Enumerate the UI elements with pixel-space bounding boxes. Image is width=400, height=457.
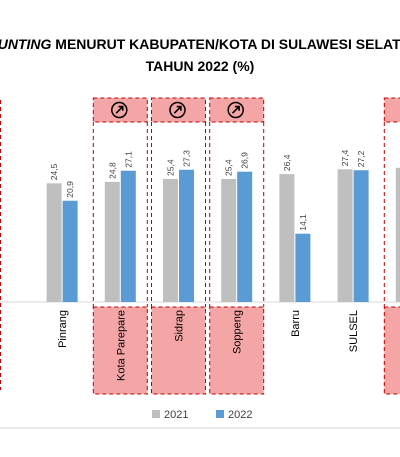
bar-2022-kota-parepare [120,170,136,302]
bar-2022-barru [295,233,311,302]
legend-swatch-2022 [216,410,224,418]
arrow-up-right-circle-icon [111,101,128,119]
data-label-2022-pinrang: 20,9 [65,181,75,198]
bar-2021-sulsel [337,169,353,302]
legend-label-2021: 2021 [164,409,188,421]
data-label-2021-kep-selayar: 27,7 [398,148,400,165]
bar-2022-sidrap [179,169,194,302]
data-label-2022-soppeng: 26,9 [240,152,250,169]
arrow-up-right-circle-icon [227,101,244,119]
bar-2021-sidrap [163,178,178,302]
data-label-2022-kota-parepare: 27,1 [123,151,133,168]
bar-2022-soppeng [237,171,253,302]
title-line-1: UNTING MENURUT KABUPATEN/KOTA DI SULAWES… [0,36,400,52]
bar-2021-kep-selayar [395,167,400,302]
highlight-label-box-sidrap [151,306,206,395]
category-label-sidrap: Sidrap [174,310,186,342]
category-label-sulsel: SULSEL [348,310,360,352]
highlight-header-kep-selayar [383,97,400,123]
category-label-soppeng: Soppeng [232,310,244,354]
bar-2021-kota-parepare [104,181,120,302]
category-label-barru: Barru [290,310,302,337]
data-label-2021-pinrang: 24,5 [49,163,59,180]
category-label-pinrang: Pinrang [57,310,69,348]
highlight-label-box-kep-selayar [383,306,400,395]
legend-swatch-2021 [152,410,160,418]
data-label-2021-kota-parepare: 24,8 [107,162,117,179]
bar-2021-barru [279,174,295,302]
arrow-up-right-circle-icon [169,101,186,119]
data-label-2021-sulsel: 27,4 [340,149,350,166]
bar-2021-pinrang [46,183,62,302]
legend-label-2022: 2022 [228,409,252,421]
chart-title: UNTING MENURUT KABUPATEN/KOTA DI SULAWES… [0,34,400,80]
data-label-2021-sidrap: 25,4 [166,159,176,176]
bar-2022-pinrang [62,200,78,302]
data-label-2022-sidrap: 27,3 [182,150,192,167]
bar-2021-soppeng [221,178,237,302]
title-rest-part: MENURUT KABUPATEN/KOTA DI SULAWESI SELAT… [51,36,400,52]
title-line-2: TAHUN 2022 (%) [146,58,255,74]
data-label-2022-barru: 14,1 [298,214,308,231]
title-italic-part: UNTING [0,36,52,52]
data-label-2022-sulsel: 27,2 [356,150,366,167]
highlight-label-box-kota-parepare [92,306,148,395]
highlight-label-box-soppeng [209,306,265,395]
category-label-kota-parepare: Kota Parepare [115,310,127,381]
bar-2022-sulsel [353,170,369,302]
data-label-2021-soppeng: 25,4 [224,159,234,176]
data-label-2021-barru: 26,4 [282,154,292,171]
